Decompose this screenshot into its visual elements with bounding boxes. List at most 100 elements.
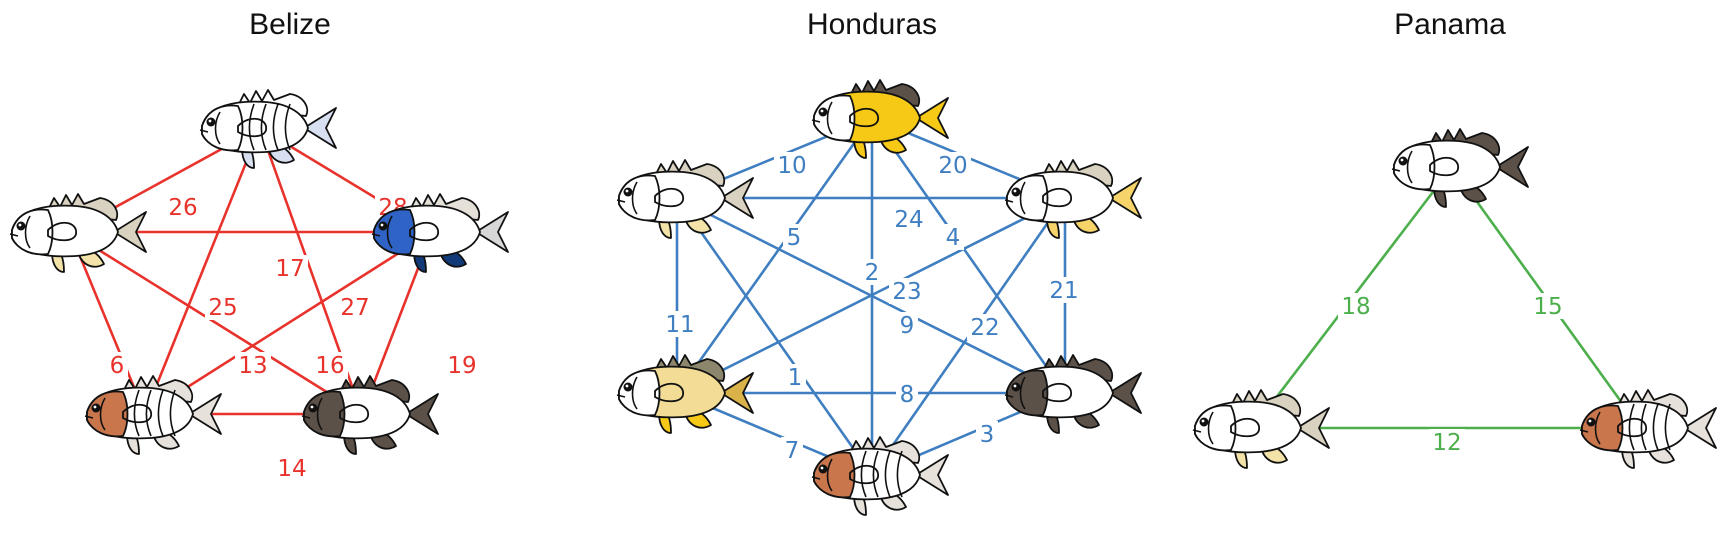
edge-4 — [870, 117, 1067, 394]
edge-label-bg — [1429, 429, 1465, 455]
panel-title-honduras: Honduras — [807, 8, 937, 41]
fish-gill — [1207, 411, 1214, 445]
fish-head — [11, 208, 54, 256]
fish-node — [616, 159, 754, 239]
fish-eye-highlight — [310, 405, 314, 409]
fish-stripe — [272, 103, 279, 151]
edge-label-4: 4 — [946, 225, 961, 251]
edge-label-6: 6 — [110, 353, 125, 379]
fish-stripe — [248, 103, 255, 151]
edge-16 — [144, 230, 433, 416]
edge-label-bg — [976, 421, 998, 447]
fish-node — [1192, 389, 1330, 469]
edge-25 — [143, 127, 262, 415]
edge-label-11: 11 — [665, 312, 694, 338]
fish-pectoral-fin — [654, 382, 684, 403]
edge-label-17: 17 — [275, 256, 304, 282]
fish-stripe — [1652, 403, 1659, 451]
fish-eye-highlight — [380, 223, 384, 227]
edge-label-19: 19 — [447, 353, 476, 379]
fish-eye — [1398, 156, 1408, 166]
edge-label-25: 25 — [208, 295, 237, 321]
fish-head — [201, 104, 244, 152]
edge-label-22: 22 — [970, 315, 999, 341]
fish-tail — [303, 107, 337, 149]
edge-label-bg — [235, 352, 271, 378]
edge-label-bg — [896, 312, 918, 338]
fish-eye-highlight — [93, 405, 97, 409]
fish-stripe — [1628, 403, 1635, 451]
edge-label-bg — [1530, 293, 1566, 319]
fish-head — [1194, 404, 1237, 452]
edge-label-23: 23 — [892, 279, 921, 305]
fish-mouth — [1579, 429, 1589, 433]
panel-panama: 18 15 12 — [1192, 128, 1717, 469]
fish-mouth — [9, 233, 19, 237]
fish-mouth — [811, 119, 821, 123]
fish-node — [371, 193, 509, 273]
fish-gill — [1019, 181, 1026, 215]
fish-eye-highlight — [625, 384, 629, 388]
fish-head — [1006, 369, 1049, 417]
fish-pectoral-fin — [409, 221, 439, 242]
fish-mouth — [301, 415, 311, 419]
fish-eye — [818, 107, 828, 117]
edge-label-bg — [774, 152, 810, 178]
fish-eye — [206, 117, 216, 127]
fish-eye — [1011, 382, 1021, 392]
edge-label-20: 20 — [938, 153, 967, 179]
fish-stripe — [145, 389, 152, 437]
fish-eye-highlight — [625, 189, 629, 193]
edge-label-bg — [781, 437, 803, 463]
fish-pectoral-fin — [122, 403, 152, 424]
fish-head — [1581, 404, 1624, 452]
edge-label-bg — [1338, 293, 1374, 319]
edge-label-21: 21 — [1049, 278, 1078, 304]
fish-stripe — [896, 450, 903, 498]
edge-1 — [675, 197, 874, 476]
edge-5 — [675, 117, 874, 394]
edge-label-bg — [165, 194, 201, 220]
fish-pectoral-fin — [1617, 417, 1647, 438]
fish-tail — [915, 454, 949, 496]
fish-mouth — [1391, 168, 1401, 172]
fish-eye-highlight — [18, 223, 22, 227]
fish-eye — [1199, 417, 1209, 427]
edge-label-bg — [312, 352, 348, 378]
edge-label-bg — [784, 364, 806, 390]
fish-gill — [99, 397, 106, 431]
fish-tail — [188, 393, 222, 435]
edge-label-2: 2 — [865, 260, 880, 286]
edge-label-7: 7 — [785, 438, 800, 464]
fish-gill — [631, 376, 638, 410]
fish-pectoral-fin — [339, 403, 369, 424]
edge-label-12: 12 — [1432, 430, 1461, 456]
edge-label-bg — [272, 255, 308, 281]
fish-tail — [475, 211, 509, 253]
fish-pectoral-fin — [1042, 187, 1072, 208]
edge-label-18: 18 — [1341, 294, 1370, 320]
fish-head — [813, 451, 856, 499]
edge-label-bg — [783, 224, 805, 250]
edge-label-bg — [106, 352, 128, 378]
fish-pectoral-fin — [1230, 417, 1260, 438]
edge-label-15: 15 — [1533, 294, 1562, 320]
fish-head — [1393, 143, 1436, 191]
edge-label-bg — [896, 381, 918, 407]
fish-eye-highlight — [1201, 419, 1205, 423]
fish-eye — [818, 464, 828, 474]
fish-eye-highlight — [1400, 158, 1404, 162]
fish-eye-highlight — [820, 109, 824, 113]
edge-label-bg — [942, 224, 964, 250]
fish-eye — [1586, 417, 1596, 427]
fish-gill — [24, 215, 31, 249]
fish-node — [1004, 159, 1142, 239]
fish-head — [373, 208, 416, 256]
fish-pectoral-fin — [237, 117, 267, 138]
fish-tail — [113, 211, 147, 253]
fish-tail — [1108, 177, 1142, 219]
fish-node — [1579, 389, 1717, 469]
